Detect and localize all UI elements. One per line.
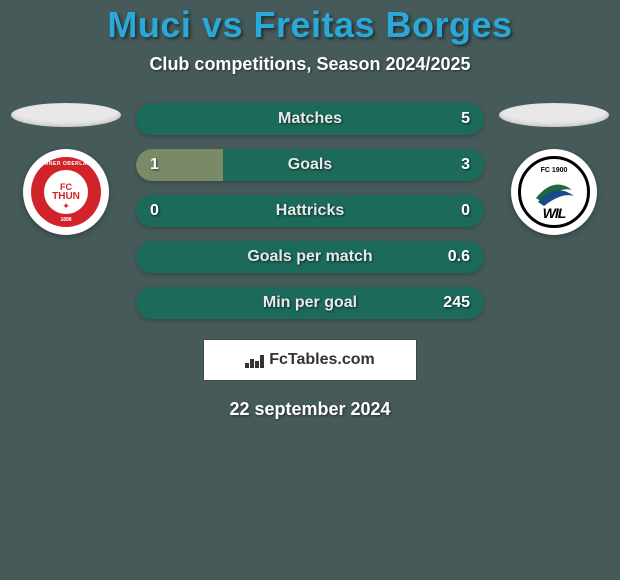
comparison-card: Muci vs Freitas Borges Club competitions…	[0, 0, 620, 420]
stats-column: Matches 5 1 Goals 3 0 Hattricks 0 Goals per matc…	[136, 103, 484, 319]
date-line: 22 september 2024	[0, 399, 620, 420]
stat-value-right: 245	[443, 294, 470, 312]
stat-value-left: 1	[150, 156, 159, 174]
badge-top-text: BERNER OBERLAND	[37, 161, 95, 167]
chart-icon-bar	[260, 355, 264, 368]
stat-value-right: 0	[461, 202, 470, 220]
right-club-badge: FC 1900 WIL	[511, 149, 597, 235]
stat-label: Goals per match	[247, 248, 372, 266]
stat-row: 0 Hattricks 0	[136, 195, 484, 227]
fc-wil-badge-inner: FC 1900 WIL	[518, 156, 590, 228]
left-player-col: BERNER OBERLAND FC THUN ✦ 1898	[6, 103, 126, 235]
brand-box[interactable]: FcTables.com	[203, 339, 417, 381]
stat-value-right: 0.6	[448, 248, 470, 266]
right-player-col: FC 1900 WIL	[494, 103, 614, 235]
right-player-silhouette	[499, 103, 609, 127]
left-player-silhouette	[11, 103, 121, 127]
stat-value-left: 0	[150, 202, 159, 220]
bar-chart-icon	[245, 352, 265, 368]
stat-row: Matches 5	[136, 103, 484, 135]
page-title: Muci vs Freitas Borges	[0, 4, 620, 46]
left-club-badge: BERNER OBERLAND FC THUN ✦ 1898	[23, 149, 109, 235]
brand-text: FcTables.com	[269, 351, 375, 369]
stat-value-right: 3	[461, 156, 470, 174]
main-row: BERNER OBERLAND FC THUN ✦ 1898 Matches 5 1…	[0, 103, 620, 319]
stat-row: Min per goal 245	[136, 287, 484, 319]
badge-year: 1898	[60, 217, 71, 223]
stat-label: Goals	[288, 156, 332, 174]
chart-icon-bar	[245, 363, 249, 368]
stat-row: Goals per match 0.6	[136, 241, 484, 273]
chart-icon-bar	[255, 361, 259, 368]
chart-icon-bar	[250, 359, 254, 368]
badge-name-right: WIL	[543, 205, 566, 221]
subtitle: Club competitions, Season 2024/2025	[0, 54, 620, 75]
stat-label: Min per goal	[263, 294, 357, 312]
badge-line2: THUN	[52, 192, 80, 202]
fc-thun-badge-inner: BERNER OBERLAND FC THUN ✦ 1898	[31, 157, 101, 227]
stat-label: Matches	[278, 110, 342, 128]
badge-center: FC THUN ✦	[44, 170, 88, 214]
stat-row: 1 Goals 3	[136, 149, 484, 181]
stat-value-right: 5	[461, 110, 470, 128]
stat-label: Hattricks	[276, 202, 344, 220]
badge-star-icon: ✦	[62, 201, 70, 212]
